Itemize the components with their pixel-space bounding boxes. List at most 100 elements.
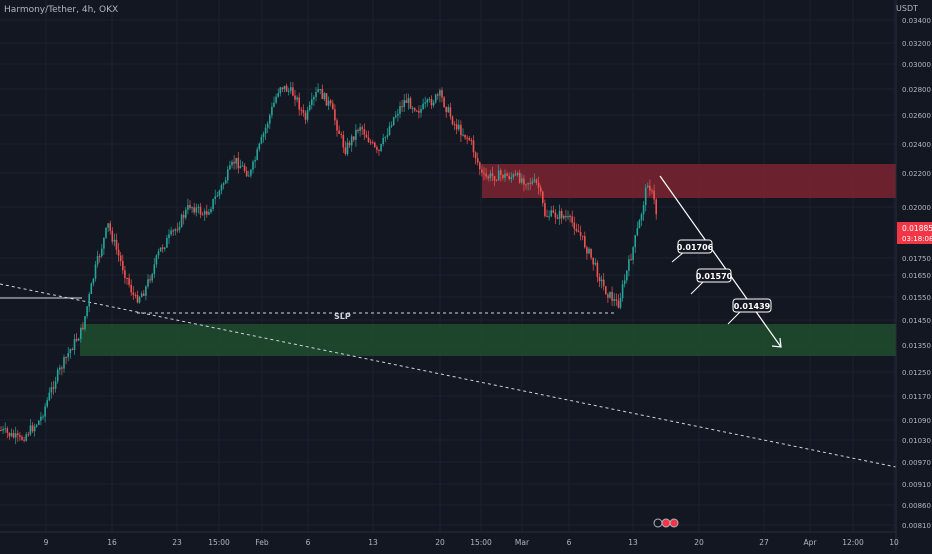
candle-body (271, 106, 273, 116)
candle-body (411, 107, 414, 109)
candle-body (296, 97, 298, 100)
candle-body (292, 87, 294, 96)
candle-body (237, 157, 240, 169)
candle-body (504, 173, 506, 178)
candle-body (460, 124, 462, 136)
price-tick-label: 0.01170 (902, 393, 931, 401)
target-callout-1[interactable]: 0.01706 (671, 239, 714, 263)
candle-body (590, 248, 592, 258)
candle-body (472, 140, 475, 153)
candle-body (176, 229, 179, 231)
candle-body (235, 157, 237, 164)
candle-body (388, 126, 391, 135)
candle-body (552, 210, 555, 213)
candle-body (380, 144, 382, 151)
price-tick-label: 0.02000 (902, 204, 931, 212)
candle-body (151, 274, 153, 281)
candle-body (397, 113, 399, 116)
candle-body (241, 165, 244, 167)
price-axis[interactable]: 0.03400 0.03200 0.03000 0.02800 0.02600 0.024… (902, 17, 931, 530)
event-icon[interactable] (669, 518, 679, 528)
candle-body (86, 306, 88, 317)
candle-body (329, 100, 332, 104)
candle-body (628, 259, 630, 271)
time-axis[interactable]: 9 16 23 15:00 Feb 6 13 20 15:00 Mar 6 13 20 27 Apr 12:0… (44, 538, 899, 547)
candle-body (514, 174, 517, 176)
candle-body (531, 181, 534, 184)
candle-body (61, 367, 63, 369)
candle-body (14, 433, 17, 438)
candle-body (474, 152, 477, 159)
candle-body (59, 367, 61, 370)
time-tick-label: 10 (889, 538, 899, 547)
target-callout-2[interactable]: 0.01570 (690, 268, 733, 295)
candle-body (455, 124, 458, 130)
candle-body (584, 236, 586, 248)
candlesticks (0, 81, 657, 445)
candle-countdown: 03:18:08 (902, 235, 932, 243)
price-tick-label: 0.01450 (902, 317, 931, 325)
event-icon[interactable] (661, 518, 671, 528)
candle-body (17, 433, 19, 436)
candle-body (224, 180, 227, 184)
candle-body (115, 239, 118, 250)
candle-body (38, 420, 40, 425)
candle-body (630, 259, 632, 261)
candle-body (346, 142, 349, 155)
candle-body (529, 182, 531, 184)
candle-body (279, 87, 282, 94)
candle-body (544, 203, 546, 217)
candle-body (44, 406, 46, 417)
candle-body (252, 161, 254, 170)
event-markers[interactable] (653, 518, 679, 528)
candle-body (35, 424, 38, 427)
candle-body (432, 102, 435, 106)
candle-body (88, 294, 90, 307)
candle-body (600, 279, 603, 282)
current-price: 0.01885 (902, 224, 932, 233)
time-tick-label: 27 (759, 538, 769, 547)
candle-body (382, 137, 384, 145)
candle-body (258, 143, 261, 150)
candle-body (143, 293, 145, 296)
time-tick-label: 6 (306, 538, 311, 547)
candle-body (319, 89, 321, 91)
candle-body (418, 110, 420, 113)
candle-body (613, 299, 615, 301)
candle-body (182, 214, 185, 218)
time-tick-label: Apr (804, 538, 818, 547)
candle-body (348, 142, 351, 146)
candle-body (571, 216, 573, 223)
candle-body (403, 100, 405, 107)
candle-body (172, 230, 174, 232)
candle-body (140, 293, 143, 298)
candle-body (264, 127, 267, 134)
target-label-2: 0.01570 (696, 272, 733, 281)
candle-body (77, 338, 80, 341)
candle-body (103, 237, 105, 249)
event-icon[interactable] (653, 518, 663, 528)
candle-body (554, 212, 557, 218)
price-tick-label: 0.01030 (902, 437, 931, 445)
target-callout-3[interactable]: 0.01439 (727, 298, 772, 325)
candle-body (468, 137, 471, 140)
candle-body (250, 169, 252, 176)
candle-body (73, 339, 76, 350)
candle-body (174, 229, 177, 231)
candle-body (500, 170, 502, 175)
candle-body (350, 136, 353, 146)
candle-body (413, 107, 416, 111)
candle-body (439, 90, 441, 96)
symbol-title: Harmony/Tether, 4h, OKX (4, 5, 119, 15)
candle-body (569, 216, 571, 218)
candle-body (510, 177, 513, 180)
candle-body (75, 339, 78, 341)
candle-body (132, 292, 135, 295)
candle-body (248, 175, 250, 177)
candle-body (210, 208, 212, 213)
candle-body (220, 185, 223, 191)
candle-body (481, 169, 483, 173)
candle-body (281, 87, 284, 90)
candle-body (542, 191, 544, 204)
